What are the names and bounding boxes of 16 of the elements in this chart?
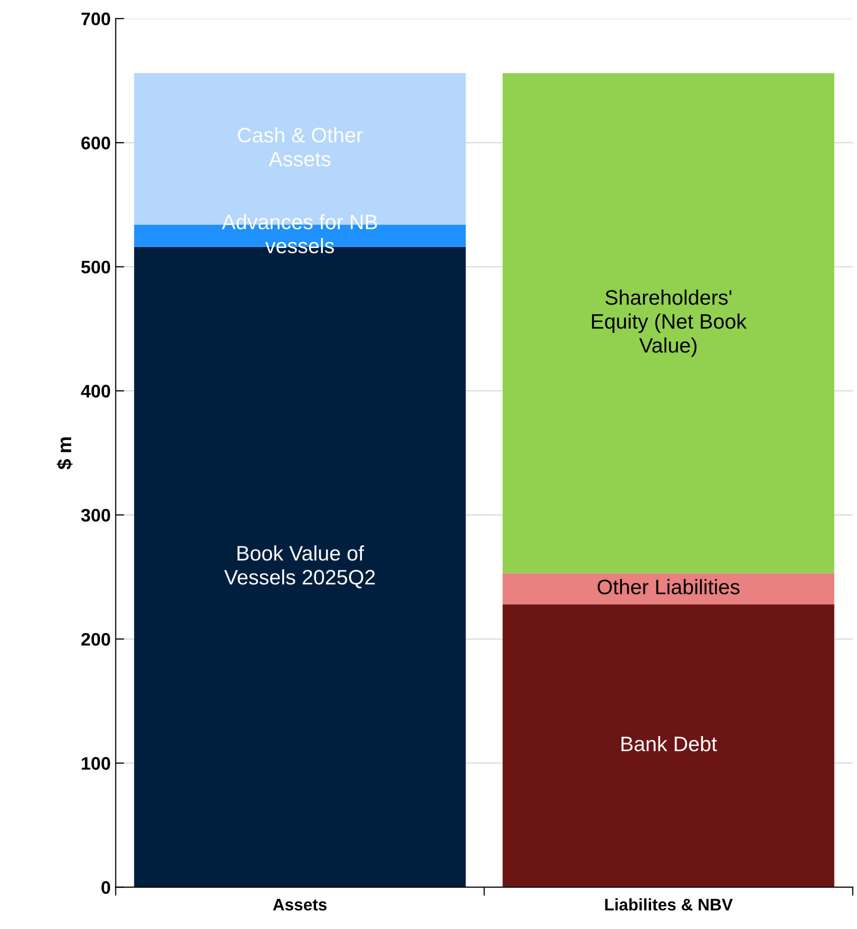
- series-label: Shareholders' Equity (Net Book Value): [592, 290, 747, 357]
- series-label: Cash & Other Assets: [238, 127, 363, 166]
- y-tick-label: 500: [81, 260, 110, 274]
- y-tick-label: 100: [82, 757, 110, 770]
- y-axis-title: $ m: [56, 437, 73, 470]
- series-label: Book Value of Vessels 2025Q2: [224, 545, 375, 588]
- series-label: Bank Debt: [622, 736, 717, 752]
- x-tick-label: Assets: [273, 898, 327, 911]
- y-tick-label: 400: [80, 384, 110, 398]
- y-tick-label: 600: [81, 136, 110, 150]
- y-tick-label: 700: [81, 12, 110, 26]
- x-tick-label: Liabilites & NBV: [605, 898, 733, 911]
- y-tick-label: 300: [81, 508, 110, 522]
- y-tick-label: 200: [81, 632, 110, 646]
- y-tick-label: 0: [102, 881, 110, 894]
- series-label: Other Liabilities: [598, 579, 740, 594]
